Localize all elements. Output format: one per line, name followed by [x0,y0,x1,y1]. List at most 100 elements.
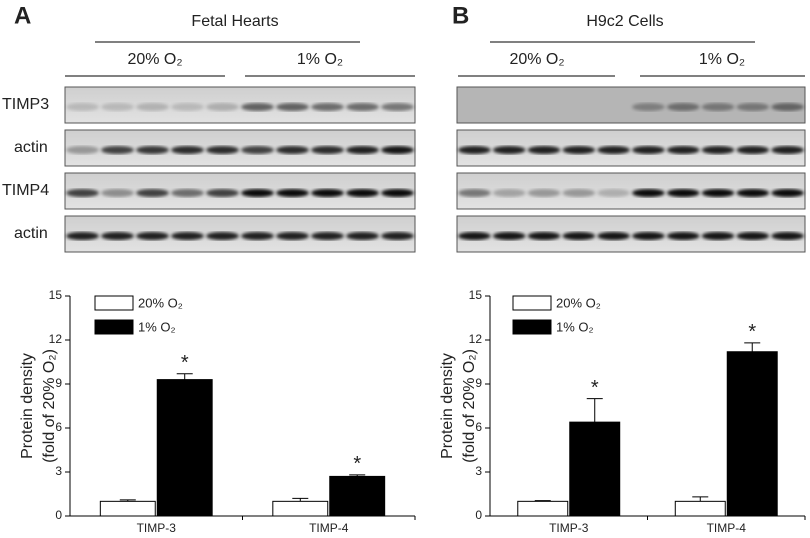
y-tick-label: 15 [49,288,63,302]
panel-label: A [14,2,31,29]
y-tick-label: 12 [49,332,63,346]
blot-label: actin [14,225,48,242]
blot-label: TIMP4 [2,182,49,199]
panel-label: B [452,2,469,29]
band [381,232,414,240]
y-tick-label: 12 [469,332,483,346]
band [562,146,596,154]
bar [517,500,569,517]
group-label: 20% O₂ [127,51,182,68]
band [492,232,526,240]
band [771,146,804,154]
band [66,232,99,240]
band [311,232,344,240]
legend-label: 1% O₂ [556,319,594,334]
x-tick-label: TIMP-3 [137,521,177,535]
band [346,232,379,240]
band [666,146,700,154]
legend-swatch [512,295,552,311]
band [136,189,169,197]
band [171,146,204,154]
legend-label: 20% O₂ [138,295,183,310]
band [241,189,274,197]
y-tick-label: 15 [469,288,483,302]
blot-label: actin [14,139,48,156]
legend-label: 20% O₂ [556,295,601,310]
legend-swatch [94,319,134,335]
band [66,103,99,111]
band [206,146,239,154]
band [527,146,561,154]
band [597,189,630,197]
panel-title: H9c2 Cells [586,13,663,30]
band [206,189,239,197]
band [136,146,169,154]
band [66,189,99,197]
band [171,232,204,240]
band [458,189,491,197]
band [666,189,700,197]
band [632,103,665,111]
y-tick-label: 0 [475,508,482,522]
band [701,146,735,154]
band [736,232,770,240]
legend-swatch [512,319,552,335]
y-axis-label: Protein density [19,353,36,459]
band [101,232,134,240]
band [171,189,204,197]
band [771,189,804,197]
bar [329,475,386,517]
group-label: 1% O₂ [699,51,745,68]
band [736,103,770,111]
band [632,146,665,154]
y-tick-label: 6 [55,420,62,434]
bar [272,500,329,517]
bar [569,421,621,517]
band [597,146,630,154]
y-tick-label: 9 [475,376,482,390]
band [736,189,770,197]
legend-label: 1% O₂ [138,319,176,334]
band [632,189,665,197]
band [346,189,379,197]
band [206,103,239,111]
y-axis-label: (fold of 20% O₂) [461,349,478,463]
band [311,103,344,111]
y-tick-label: 3 [55,464,62,478]
band [101,189,134,197]
band [492,189,526,197]
significance: * [181,352,189,374]
band [666,232,700,240]
band [381,103,414,111]
band [701,189,735,197]
legend-swatch [94,295,134,311]
significance: * [748,321,756,343]
band [206,232,239,240]
band [276,103,309,111]
band [241,103,274,111]
group-label: 20% O₂ [509,51,564,68]
band [597,232,630,240]
band [311,146,344,154]
band [736,146,770,154]
band [632,232,665,240]
blots [64,86,806,253]
band [276,146,309,154]
band [771,232,804,240]
band [458,232,491,240]
band [492,146,526,154]
band [381,189,414,197]
group-label: 1% O₂ [297,51,343,68]
band [771,103,804,111]
band [527,189,561,197]
bar [156,379,213,517]
band [136,232,169,240]
band [346,103,379,111]
band [101,103,134,111]
band [458,146,491,154]
band [562,189,596,197]
y-axis-label: Protein density [439,353,456,459]
significance: * [591,377,599,399]
band [101,146,134,154]
